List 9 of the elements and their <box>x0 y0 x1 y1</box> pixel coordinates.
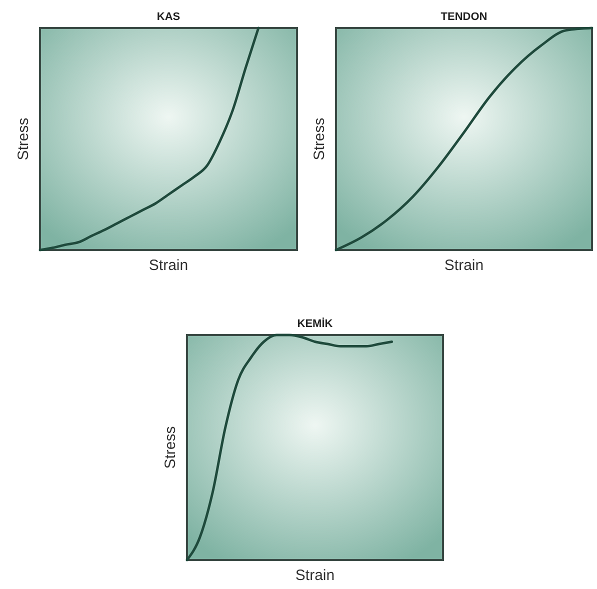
x-axis-title: Strain <box>444 257 484 274</box>
chart-title: KAS <box>156 11 180 23</box>
chart-title: KEMİK <box>297 317 333 330</box>
y-axis-title: Stress <box>162 426 179 469</box>
y-axis-title: Stress <box>311 118 328 160</box>
x-axis-title: Strain <box>295 567 335 584</box>
x-axis-title: Strain <box>148 257 188 274</box>
chart-title: TENDON <box>440 11 488 23</box>
y-axis-title: Stress <box>15 118 32 160</box>
